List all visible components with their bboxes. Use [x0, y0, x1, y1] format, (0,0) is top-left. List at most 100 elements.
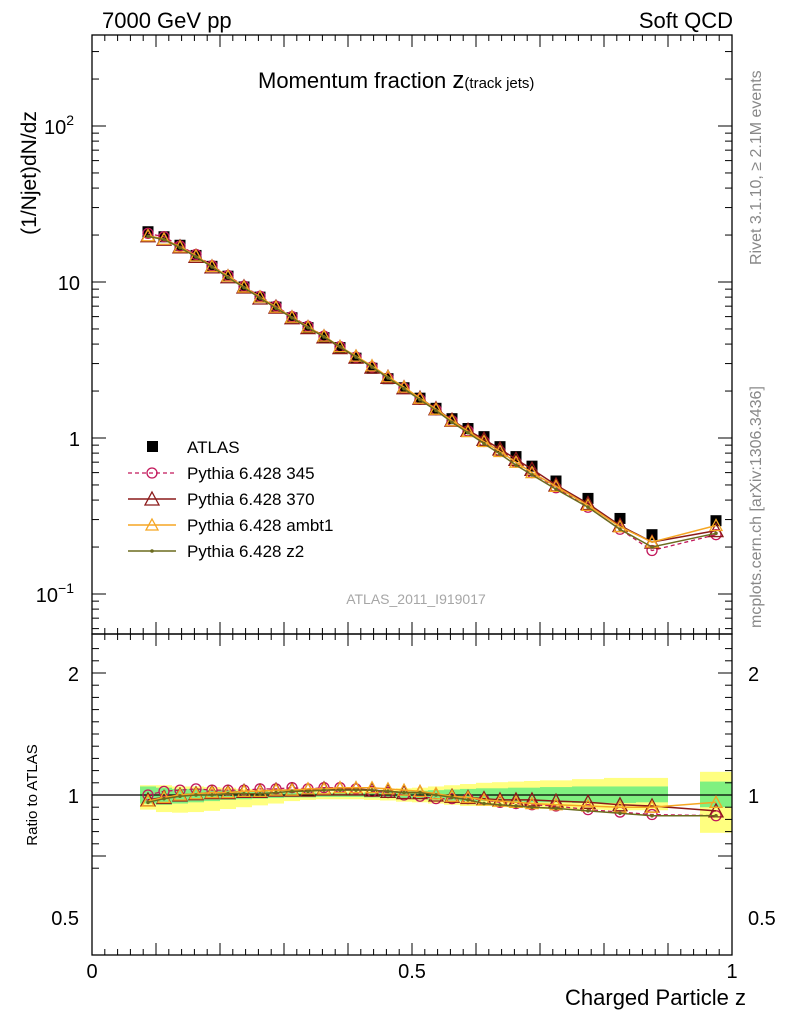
x-tick-label-0.5: 0.5 [398, 961, 426, 983]
ratio-point-pythia-6-428-z2 [210, 793, 214, 797]
ratio-point-pythia-6-428-ambt1 [708, 794, 724, 808]
ratio-point-pythia-6-428-z2 [226, 791, 230, 796]
analysis-id: ATLAS_2011_I919017 [346, 591, 486, 607]
x-tick-label-0: 0 [86, 961, 97, 983]
series-point-pythia-6-428-z2 [146, 234, 150, 239]
series-point-pythia-6-428-345 [350, 351, 362, 363]
ratio-point-pythia-6-428-z2 [194, 793, 198, 797]
series-point-pythia-6-428-z2 [498, 452, 502, 456]
legend-marker-370 [143, 490, 161, 506]
series-point-pythia-6-428-z2 [322, 335, 326, 339]
ratio-point-pythia-6-428-ambt1 [252, 783, 268, 797]
bottom-y-tick-label-1-right: 1 [748, 786, 759, 808]
ratio-point-pythia-6-428-z2 [482, 801, 486, 806]
bottom-y-axis-title: Ratio to ATLAS [24, 744, 41, 845]
ratio-point-pythia-6-428-ambt1 [156, 790, 172, 804]
ratio-point-pythia-6-428-z2 [498, 802, 502, 807]
ratio-point-pythia-6-428-z2 [618, 811, 622, 816]
ratio-point-pythia-6-428-ambt1 [348, 780, 364, 794]
legend-label-atlas: ATLAS [187, 438, 240, 457]
series-point-pythia-6-428-z2 [258, 296, 262, 300]
series-point-pythia-6-428-z2 [194, 255, 198, 259]
series-point-pythia-6-428-z2 [434, 408, 438, 413]
series-point-pythia-6-428-z2 [586, 505, 590, 510]
ratio-point-pythia-6-428-z2 [418, 790, 422, 795]
legend: ATLAS Pythia 6.428 345 Pythia 6.428 370 … [128, 438, 333, 561]
series-point-pythia-6-428-z2 [530, 473, 534, 477]
series-point-pythia-6-428-z2 [514, 463, 518, 467]
ratio-point-pythia-6-428-z2 [354, 788, 358, 792]
ratio-point-pythia-6-428-z2 [162, 796, 166, 801]
bottom-y-tick-label-1: 1 [68, 786, 79, 808]
ratio-point-pythia-6-428-345 [646, 808, 658, 821]
series-point-pythia-6-428-345 [366, 361, 378, 373]
series-point-pythia-6-428-345 [398, 382, 410, 394]
series-point-pythia-6-428-z2 [226, 275, 230, 280]
top-y-tick-label-10: 10 [58, 273, 80, 295]
series-point-pythia-6-428-z2 [482, 441, 486, 446]
top-y-tick-label-0.1: 10−1 [36, 580, 74, 607]
x-tick-label-1: 1 [726, 961, 737, 983]
ratio-point-pythia-6-428-z2 [242, 791, 246, 796]
ratio-point-pythia-6-428-ambt1 [396, 782, 412, 796]
top-y-tick-exp-0.1: −1 [58, 580, 74, 596]
series-point-pythia-6-428-z2 [162, 237, 166, 242]
ratio-point-pythia-6-428-ambt1 [460, 790, 476, 804]
rivet-version-label: Rivet 3.1.10, ≥ 2.1M events [748, 70, 765, 265]
ratio-point-pythia-6-428-ambt1 [204, 785, 220, 799]
ratio-point-pythia-6-428-z2 [514, 804, 518, 808]
ratio-line-pythia-6-428-z2 [147, 789, 716, 817]
ratio-point-pythia-6-428-ambt1 [380, 781, 396, 795]
series-point-pythia-6-428-ambt1 [332, 339, 348, 353]
series-point-pythia-6-428-z2 [210, 265, 214, 269]
plot-title-main: Momentum fraction [258, 68, 452, 93]
top-y-tick-label-1: 1 [69, 429, 80, 451]
series-line-pythia-6-428-z2 [147, 235, 717, 548]
series-point-pythia-6-428-z2 [290, 315, 294, 320]
ratio-point-pythia-6-428-345 [142, 789, 154, 801]
ratio-point-pythia-6-428-z2 [402, 790, 406, 795]
ratio-point-pythia-6-428-z2 [258, 791, 262, 796]
plot-layer [91, 34, 733, 956]
ratio-point-pythia-6-428-z2 [434, 793, 438, 797]
legend-label-z2: Pythia 6.428 z2 [187, 542, 304, 561]
legend-label-ambt1: Pythia 6.428 ambt1 [187, 516, 333, 535]
ratio-point-pythia-6-428-ambt1 [444, 788, 460, 802]
series-point-pythia-6-428-z2 [450, 420, 454, 425]
top-y-tick-exp-100: 2 [66, 112, 74, 128]
ratio-point-pythia-6-428-z2 [466, 798, 470, 802]
atlas-data-point [142, 226, 154, 238]
legend-marker-z2 [150, 549, 154, 553]
ratio-point-pythia-6-428-ambt1 [428, 786, 444, 800]
ratio-point-pythia-6-428-z2 [290, 789, 294, 794]
top-y-tick-base-100: 10 [44, 117, 66, 139]
x-axis-title: Charged Particle z [565, 985, 746, 1010]
top-y-tick-label-100: 102 [44, 112, 74, 139]
legend-marker-345 [146, 467, 158, 479]
plot-title: Momentum fraction z(track jets) [258, 67, 534, 94]
series-point-pythia-6-428-ambt1 [708, 518, 724, 532]
ratio-point-pythia-6-428-z2 [554, 806, 558, 811]
series-point-pythia-6-428-z2 [418, 397, 422, 402]
ratio-point-pythia-6-428-z2 [274, 790, 278, 795]
series-point-pythia-6-428-z2 [554, 487, 558, 491]
ratio-point-pythia-6-428-ambt1 [188, 786, 204, 800]
ratio-point-pythia-6-428-ambt1 [140, 793, 156, 807]
ratio-point-pythia-6-428-z2 [322, 788, 326, 792]
top-y-axis-title: (1/Njet)dN/dz [18, 111, 41, 235]
legend-marker-atlas [147, 441, 158, 452]
series-point-pythia-6-428-z2 [306, 325, 310, 330]
ratio-point-pythia-6-428-370 [579, 793, 597, 809]
ratio-point-pythia-6-428-z2 [146, 800, 150, 805]
bottom-y-tick-label-2: 2 [68, 664, 79, 686]
plot-title-sub: (track jets) [464, 75, 534, 92]
ratio-point-pythia-6-428-z2 [338, 788, 342, 792]
ratio-point-pythia-6-428-370 [611, 796, 629, 812]
ratio-point-pythia-6-428-ambt1 [644, 799, 660, 813]
series-point-pythia-6-428-z2 [714, 531, 718, 536]
series-point-pythia-6-428-ambt1 [492, 444, 508, 458]
series-point-pythia-6-428-z2 [354, 355, 358, 359]
ratio-point-pythia-6-428-z2 [386, 789, 390, 794]
series-point-pythia-6-428-z2 [650, 545, 654, 549]
ratio-point-pythia-6-428-345 [510, 797, 522, 810]
